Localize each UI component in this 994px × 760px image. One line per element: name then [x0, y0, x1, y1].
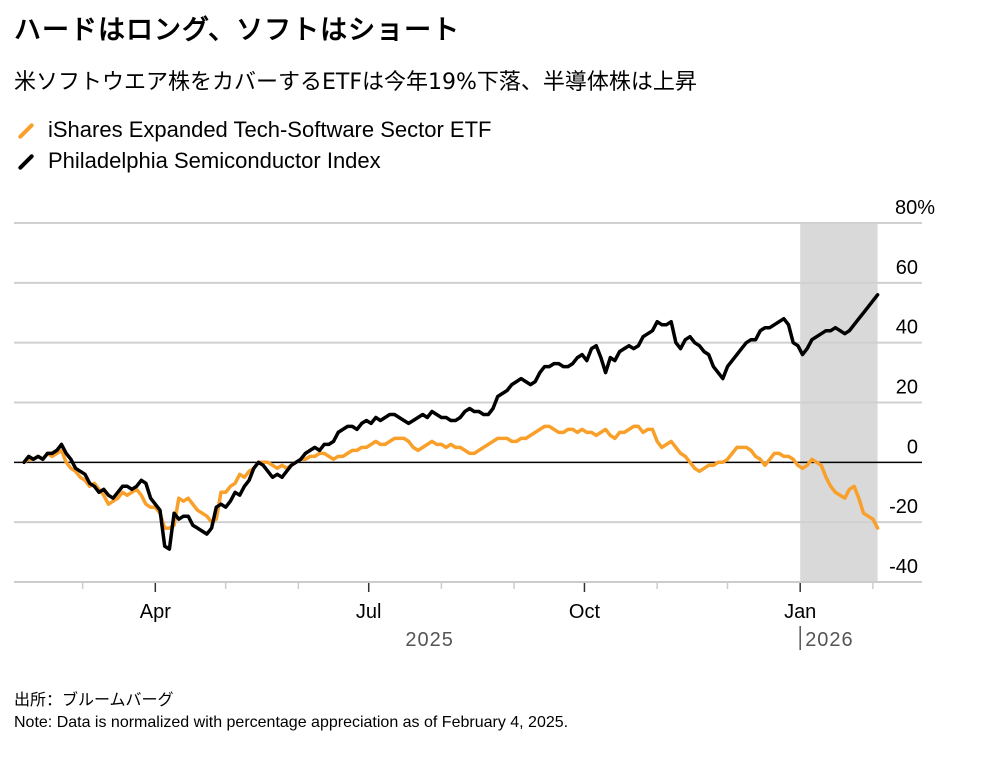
y-tick-label: 20 — [896, 377, 918, 399]
legend: iShares Expanded Tech-Software Sector ET… — [14, 114, 491, 176]
legend-line-icon — [14, 120, 34, 140]
legend-label: Philadelphia Semiconductor Index — [48, 147, 381, 173]
legend-item-semiconductor-index: Philadelphia Semiconductor Index — [14, 145, 491, 176]
x-tick-label: Jan — [784, 601, 816, 623]
legend-line-icon — [14, 151, 34, 171]
series-line-semiconductor-index — [22, 293, 880, 551]
footnote: Note: Data is normalized with percentage… — [14, 714, 569, 731]
line-chart: 80% 60 40 20 0 -20 -40 Apr Jul Oct Jan 2025 2026 — [14, 197, 935, 651]
chart-title: ハードはロング、ソフトはショート — [14, 15, 461, 46]
y-tick-label: 80% — [895, 197, 935, 219]
x-tick-label: Oct — [569, 601, 601, 623]
legend-label: iShares Expanded Tech-Software Sector ET… — [48, 116, 492, 142]
y-tick-label: -20 — [889, 496, 918, 518]
chart-subtitle: 米ソフトウエア株をカバーするETFは今年19%下落、半導体株は上昇 — [14, 70, 697, 95]
y-tick-label: 40 — [896, 317, 918, 339]
y-tick-label: 0 — [907, 436, 918, 458]
source-note: 出所：ブルームバーグ — [14, 690, 174, 709]
y-tick-label: -40 — [889, 556, 918, 578]
year-label: 2025 — [405, 629, 454, 651]
x-tick-label: Jul — [356, 601, 382, 623]
series-line-software-etf — [22, 424, 880, 530]
x-tick-label: Apr — [140, 601, 171, 623]
y-tick-label: 60 — [896, 257, 918, 279]
legend-item-software-etf: iShares Expanded Tech-Software Sector ET… — [14, 114, 491, 145]
year-label: 2026 — [805, 629, 854, 651]
